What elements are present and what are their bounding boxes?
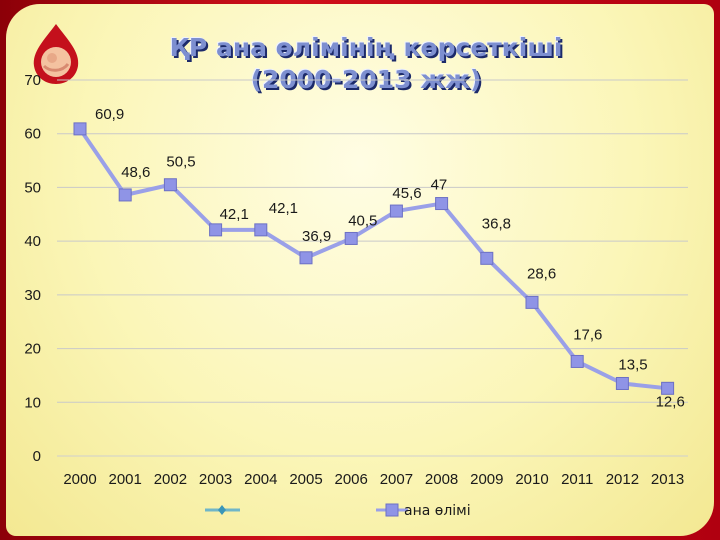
y-tick-label: 10	[24, 394, 41, 411]
data-label: 60,9	[95, 106, 124, 123]
y-tick-label: 50	[24, 179, 41, 196]
x-tick-label: 2011	[561, 471, 593, 488]
x-tick-label: 2013	[651, 471, 684, 488]
data-point	[661, 381, 675, 395]
data-point	[209, 223, 223, 237]
x-tick-label: 2005	[289, 471, 322, 488]
data-point	[118, 188, 132, 202]
x-tick-label: 2000	[63, 471, 96, 488]
y-tick-label: 30	[24, 287, 41, 304]
data-label: 13,5	[618, 356, 647, 373]
data-label: 48,6	[121, 164, 150, 181]
data-label: 42,1	[269, 200, 298, 217]
data-label: 36,8	[482, 215, 511, 232]
y-tick-label: 0	[33, 448, 41, 465]
data-label: 36,9	[302, 228, 331, 245]
legend-label: ана өлімі	[404, 503, 471, 519]
data-label: 40,5	[348, 212, 377, 229]
data-label: 28,6	[527, 265, 556, 282]
data-label: 47	[431, 177, 448, 194]
y-tick-label: 70	[24, 72, 41, 89]
x-tick-label: 2004	[244, 471, 277, 488]
data-label: 42,1	[220, 206, 249, 223]
data-point	[525, 295, 539, 309]
title-line-1: ҚР ана өлімінің көрсеткіші	[169, 33, 563, 62]
data-label: 17,6	[573, 326, 602, 343]
x-tick-label: 2012	[606, 471, 639, 488]
data-label: 45,6	[392, 185, 421, 202]
data-label: 50,5	[166, 154, 195, 171]
slide-panel: ҚР ана өлімінің көрсеткіші (2000-2013 жж…	[6, 4, 714, 536]
data-point	[73, 122, 87, 136]
x-tick-label: 2008	[425, 471, 458, 488]
y-tick-label: 40	[24, 233, 41, 250]
x-tick-label: 2010	[515, 471, 548, 488]
x-tick-label: 2006	[335, 471, 368, 488]
data-point	[299, 251, 313, 265]
x-tick-label: 2009	[470, 471, 503, 488]
data-point	[389, 204, 403, 218]
y-tick-label: 60	[24, 126, 41, 143]
series-line	[78, 126, 670, 391]
x-tick-label: 2002	[154, 471, 187, 488]
data-label: 12,6	[656, 393, 685, 410]
data-point	[435, 197, 449, 211]
data-point	[163, 178, 177, 192]
x-tick-label: 2003	[199, 471, 232, 488]
legend-marker-blank-point	[218, 505, 226, 515]
data-point	[480, 251, 494, 265]
legend-marker	[385, 503, 399, 517]
data-point	[570, 354, 584, 368]
data-point	[615, 376, 629, 390]
x-tick-label: 2007	[380, 471, 413, 488]
y-tick-label: 20	[24, 341, 41, 358]
data-point	[254, 223, 268, 237]
x-tick-label: 2001	[109, 471, 142, 488]
data-point	[344, 231, 358, 245]
baby-logo-icon	[33, 24, 79, 84]
